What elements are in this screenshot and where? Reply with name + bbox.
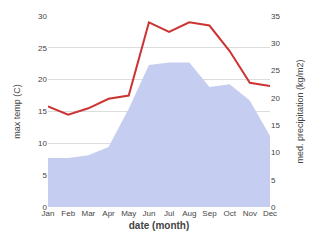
- svg-text:25: 25: [271, 66, 280, 75]
- svg-text:Jul: Jul: [164, 209, 174, 218]
- svg-text:5: 5: [271, 176, 276, 185]
- svg-text:0: 0: [43, 203, 48, 212]
- svg-text:30: 30: [271, 39, 280, 48]
- svg-text:Apr: Apr: [102, 209, 115, 218]
- svg-text:35: 35: [271, 12, 280, 21]
- svg-text:20: 20: [271, 94, 280, 103]
- svg-text:May: May: [121, 209, 136, 218]
- svg-text:date (month): date (month): [129, 220, 190, 231]
- svg-text:Jan: Jan: [42, 209, 55, 218]
- svg-text:med. precipitation (kg/m2): med. precipitation (kg/m2): [295, 59, 305, 163]
- svg-text:max temp (C): max temp (C): [12, 84, 22, 139]
- svg-text:Nov: Nov: [243, 209, 257, 218]
- svg-text:30: 30: [38, 12, 47, 21]
- svg-text:15: 15: [271, 121, 280, 130]
- svg-text:Jun: Jun: [142, 209, 155, 218]
- svg-text:10: 10: [38, 139, 47, 148]
- svg-text:5: 5: [43, 171, 48, 180]
- svg-text:25: 25: [38, 44, 47, 53]
- svg-text:10: 10: [271, 148, 280, 157]
- svg-text:15: 15: [38, 107, 47, 116]
- svg-text:Oct: Oct: [223, 209, 236, 218]
- svg-text:20: 20: [38, 75, 47, 84]
- svg-text:Mar: Mar: [81, 209, 95, 218]
- svg-text:Sep: Sep: [202, 209, 217, 218]
- svg-text:Feb: Feb: [61, 209, 75, 218]
- svg-text:0: 0: [271, 203, 276, 212]
- svg-text:Dec: Dec: [263, 209, 277, 218]
- svg-text:Aug: Aug: [182, 209, 196, 218]
